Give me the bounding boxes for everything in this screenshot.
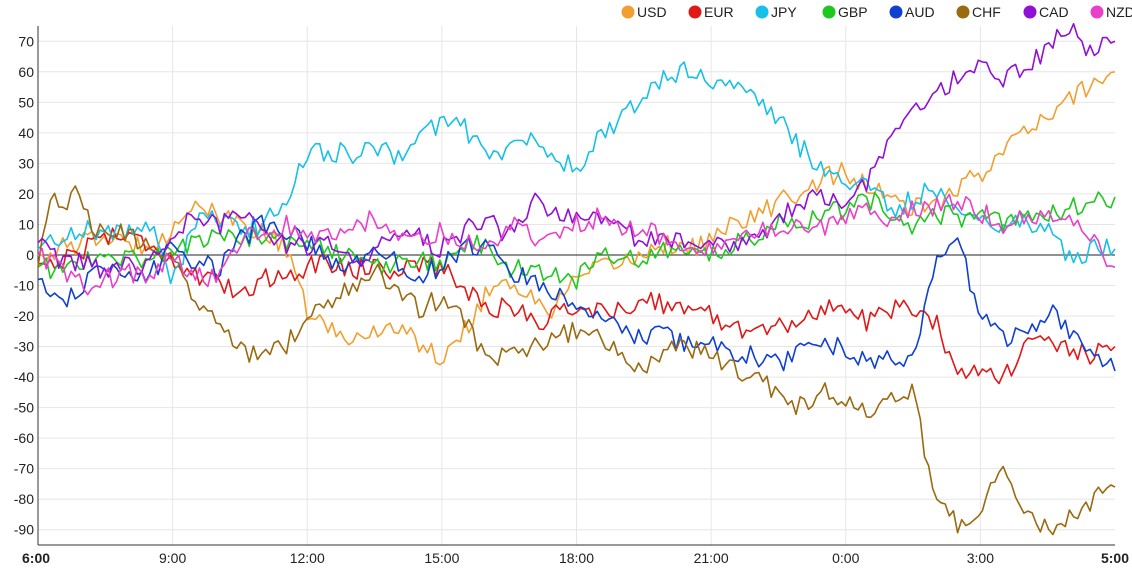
- chart-grid: [38, 26, 1115, 545]
- legend-dot: [755, 5, 769, 19]
- series-line-chf: [37, 185, 1116, 536]
- series-line-nzd: [37, 193, 1116, 296]
- y-tick-label: -10: [14, 278, 34, 294]
- legend-item-eur[interactable]: EUR: [688, 4, 734, 20]
- y-tick-label: 50: [18, 94, 34, 110]
- y-tick-label: -90: [14, 522, 34, 538]
- legend-label: EUR: [704, 4, 734, 20]
- y-axis: 70 60 50 40 30 20 10 0 -10 -20 -30 -40 -50 -60 -70 -80 -…: [14, 26, 1115, 545]
- y-tick-label: 10: [18, 216, 34, 232]
- legend-dot: [1090, 5, 1104, 19]
- y-tick-label: 0: [26, 247, 34, 263]
- y-tick-label: 30: [18, 155, 34, 171]
- series-line-gbp: [37, 191, 1116, 290]
- chart-legend[interactable]: USD EUR JPY GBP AUD CHF CAD NZD: [621, 4, 1132, 20]
- x-tick-label: 6:00: [22, 550, 50, 566]
- legend-label: CAD: [1039, 4, 1069, 20]
- legend-dot: [956, 5, 970, 19]
- legend-dot: [822, 5, 836, 19]
- legend-item-cad[interactable]: CAD: [1023, 4, 1069, 20]
- legend-item-chf[interactable]: CHF: [956, 4, 1001, 20]
- x-tick-label: 5:00: [1101, 550, 1129, 566]
- y-tick-label: 70: [18, 33, 34, 49]
- y-tick-label: 20: [18, 186, 34, 202]
- legend-label: JPY: [771, 4, 797, 20]
- x-axis: 6:00 9:00 12:00 15:00 18:00 21:00 0:00 3:00 5:00: [22, 544, 1129, 566]
- x-tick-label: 18:00: [559, 550, 594, 566]
- y-tick-label: -20: [14, 308, 34, 324]
- y-tick-label: -80: [14, 491, 34, 507]
- legend-item-gbp[interactable]: GBP: [822, 4, 868, 20]
- y-tick-label: -40: [14, 369, 34, 385]
- x-tick-label: 0:00: [832, 550, 859, 566]
- legend-label: NZD: [1106, 4, 1132, 20]
- legend-item-jpy[interactable]: JPY: [755, 4, 798, 20]
- series-line-usd: [37, 71, 1116, 366]
- x-tick-label: 12:00: [290, 550, 325, 566]
- y-tick-label: -70: [14, 461, 34, 477]
- legend-item-aud[interactable]: AUD: [889, 4, 935, 20]
- y-tick-label: -30: [14, 339, 34, 355]
- series-lines: [37, 22, 1116, 536]
- legend-label: CHF: [972, 4, 1001, 20]
- series-line-cad: [37, 22, 1116, 279]
- y-tick-label: -50: [14, 400, 34, 416]
- y-tick-label: -60: [14, 430, 34, 446]
- legend-label: AUD: [905, 4, 935, 20]
- x-tick-label: 21:00: [694, 550, 729, 566]
- y-tick-label: 40: [18, 125, 34, 141]
- legend-dot: [688, 5, 702, 19]
- legend-dot: [889, 5, 903, 19]
- x-tick-label: 9:00: [159, 550, 186, 566]
- legend-dot: [1023, 5, 1037, 19]
- x-tick-label: 3:00: [967, 550, 994, 566]
- legend-item-usd[interactable]: USD: [621, 4, 667, 20]
- legend-label: USD: [637, 4, 667, 20]
- x-tick-label: 15:00: [424, 550, 459, 566]
- legend-item-nzd[interactable]: NZD: [1090, 4, 1132, 20]
- legend-label: GBP: [838, 4, 868, 20]
- y-tick-label: 60: [18, 64, 34, 80]
- legend-dot: [621, 5, 635, 19]
